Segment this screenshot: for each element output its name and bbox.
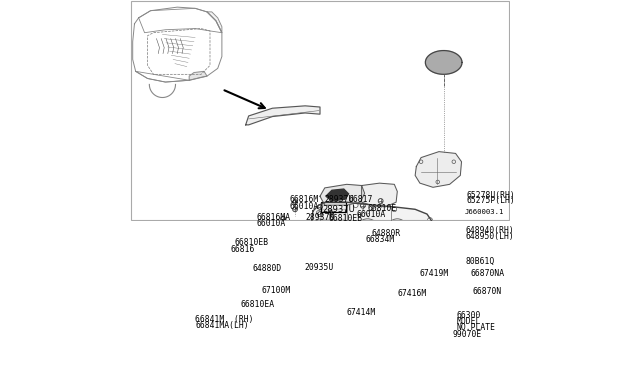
Text: 66834M: 66834M (365, 235, 394, 244)
Text: 66816: 66816 (231, 245, 255, 254)
Text: 66810EB: 66810EB (328, 214, 362, 223)
Text: 67416M: 67416M (397, 289, 426, 298)
Polygon shape (207, 12, 222, 33)
Text: 66810EA: 66810EA (241, 300, 275, 309)
Circle shape (353, 203, 358, 208)
Polygon shape (467, 262, 484, 278)
Circle shape (378, 199, 383, 203)
Polygon shape (264, 247, 287, 267)
Text: 66010A: 66010A (257, 219, 286, 228)
Text: NO.PLATE: NO.PLATE (456, 323, 495, 331)
Polygon shape (467, 245, 477, 257)
Text: 648950(LH): 648950(LH) (465, 232, 514, 241)
Circle shape (428, 262, 433, 267)
Polygon shape (439, 288, 467, 314)
Circle shape (245, 252, 250, 257)
Circle shape (275, 225, 280, 230)
Circle shape (312, 240, 316, 245)
Circle shape (292, 207, 298, 212)
Text: 28937U: 28937U (305, 213, 334, 222)
Text: 67419M: 67419M (420, 269, 449, 278)
Text: 66841M  (RH): 66841M (RH) (195, 315, 253, 324)
Polygon shape (426, 51, 462, 74)
Text: 648940(RH): 648940(RH) (465, 226, 514, 235)
Polygon shape (218, 286, 241, 303)
Circle shape (281, 217, 285, 221)
Text: 66841MA(LH): 66841MA(LH) (195, 321, 249, 330)
Circle shape (392, 272, 397, 277)
Polygon shape (246, 106, 320, 125)
Text: 28937U: 28937U (323, 205, 355, 214)
Polygon shape (189, 71, 207, 80)
Circle shape (292, 200, 298, 205)
Circle shape (317, 212, 323, 217)
Text: 20935U: 20935U (305, 263, 334, 272)
Polygon shape (340, 295, 369, 314)
Text: 64880D: 64880D (252, 264, 282, 273)
Text: 65275P(LH): 65275P(LH) (467, 196, 515, 205)
Polygon shape (456, 226, 468, 243)
Text: MODEL: MODEL (456, 317, 481, 326)
Polygon shape (320, 185, 365, 205)
Text: 66010A: 66010A (357, 209, 386, 219)
Text: 66817: 66817 (349, 195, 373, 204)
Circle shape (353, 274, 358, 279)
Text: 80B61Q: 80B61Q (465, 257, 494, 266)
Circle shape (428, 218, 433, 222)
Text: 66010A: 66010A (289, 202, 318, 211)
Circle shape (317, 205, 323, 209)
Text: 64880R: 64880R (371, 228, 401, 238)
Polygon shape (362, 183, 397, 207)
Text: 66816MA: 66816MA (257, 213, 291, 222)
Polygon shape (394, 275, 424, 298)
Text: 66870NA: 66870NA (470, 269, 504, 278)
Circle shape (263, 298, 268, 303)
Text: 66300: 66300 (456, 311, 481, 320)
Text: 66810E: 66810E (367, 203, 397, 213)
Polygon shape (311, 202, 433, 279)
Polygon shape (417, 262, 445, 285)
Circle shape (360, 203, 365, 208)
Circle shape (257, 246, 262, 251)
Circle shape (316, 211, 321, 215)
Polygon shape (415, 152, 461, 187)
Text: 28937U: 28937U (324, 195, 354, 204)
Text: 66870N: 66870N (472, 287, 502, 296)
Text: 66816M: 66816M (289, 195, 318, 204)
Text: J660003.1: J660003.1 (465, 209, 504, 215)
Text: 67414M: 67414M (346, 308, 376, 317)
Text: 66810EB: 66810EB (234, 238, 269, 247)
Text: 99070E: 99070E (452, 330, 482, 339)
Text: 67100M: 67100M (262, 286, 291, 295)
Circle shape (392, 207, 397, 212)
Circle shape (328, 211, 333, 215)
Text: 65278U(RH): 65278U(RH) (467, 190, 515, 199)
Circle shape (316, 270, 321, 275)
Polygon shape (326, 189, 349, 201)
